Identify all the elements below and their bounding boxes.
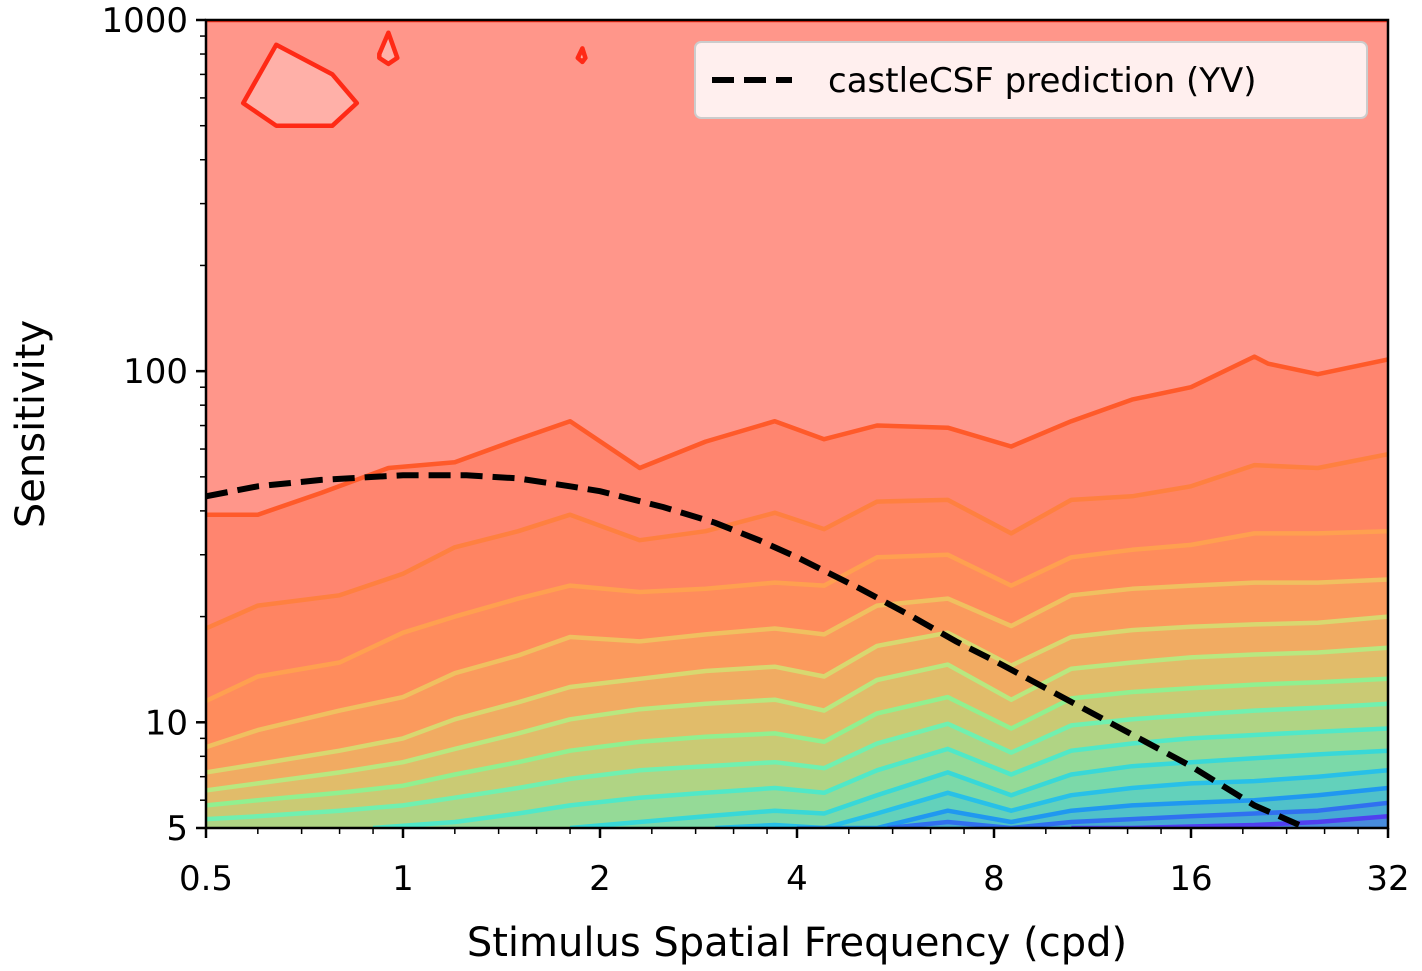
contour-line-12 — [797, 785, 1388, 828]
contour-island-1 — [377, 30, 400, 67]
band-fill-14 — [1071, 816, 1388, 828]
contour-lines — [206, 20, 1388, 828]
y-axis-ticks: 5 10 100 1000 — [101, 1, 206, 849]
x-tick-label: 1 — [392, 859, 414, 899]
band-fill-13 — [887, 802, 1388, 828]
prediction-curve — [206, 472, 1308, 828]
x-tick-label: 16 — [1169, 859, 1212, 899]
band-fill-10 — [570, 750, 1388, 828]
x-tick-label: 0.5 — [179, 859, 233, 899]
contour-line-6 — [206, 645, 1388, 793]
legend-box — [694, 41, 1368, 119]
band-fill-5 — [206, 616, 1388, 828]
y-tick-label: 100 — [123, 352, 188, 392]
x-tick-label: 4 — [786, 859, 808, 899]
contour-line-14 — [1071, 814, 1388, 828]
contour-islands — [240, 30, 588, 128]
y-tick-label: 5 — [166, 809, 188, 849]
band-fill-top — [206, 20, 1388, 828]
y-tick-label: 10 — [145, 703, 188, 743]
contour-island-2 — [575, 46, 588, 65]
contour-line-9 — [372, 726, 1388, 828]
contour-line-2 — [206, 451, 1388, 631]
contour-line-1 — [206, 354, 1388, 517]
series-line-prediction — [206, 472, 1308, 828]
contour-line-10 — [569, 748, 1388, 828]
contour-line-5 — [206, 614, 1388, 775]
x-tick-label: 32 — [1366, 859, 1409, 899]
x-axis-ticks: 0.5 1 2 4 8 16 32 — [179, 828, 1410, 899]
x-axis-label: Stimulus Spatial Frequency (cpd) — [467, 920, 1127, 966]
contour-line-8 — [206, 701, 1388, 822]
legend-entry-prediction: castleCSF prediction (YV) — [828, 61, 1257, 101]
contour-island-0 — [240, 42, 360, 128]
contour-line-13 — [887, 800, 1388, 828]
contour-line-7 — [206, 676, 1388, 808]
legend: castleCSF prediction (YV) — [694, 41, 1368, 119]
y-axis-label: Sensitivity — [8, 320, 54, 528]
x-tick-label: 2 — [589, 859, 611, 899]
y-tick-label: 1000 — [101, 1, 188, 41]
contour-line-4 — [206, 577, 1388, 750]
band-fill-2 — [206, 454, 1388, 828]
band-fill-12 — [797, 788, 1388, 828]
band-fill-0 — [206, 20, 1388, 828]
contour-line-3 — [206, 528, 1388, 704]
x-tick-label: 8 — [983, 859, 1005, 899]
